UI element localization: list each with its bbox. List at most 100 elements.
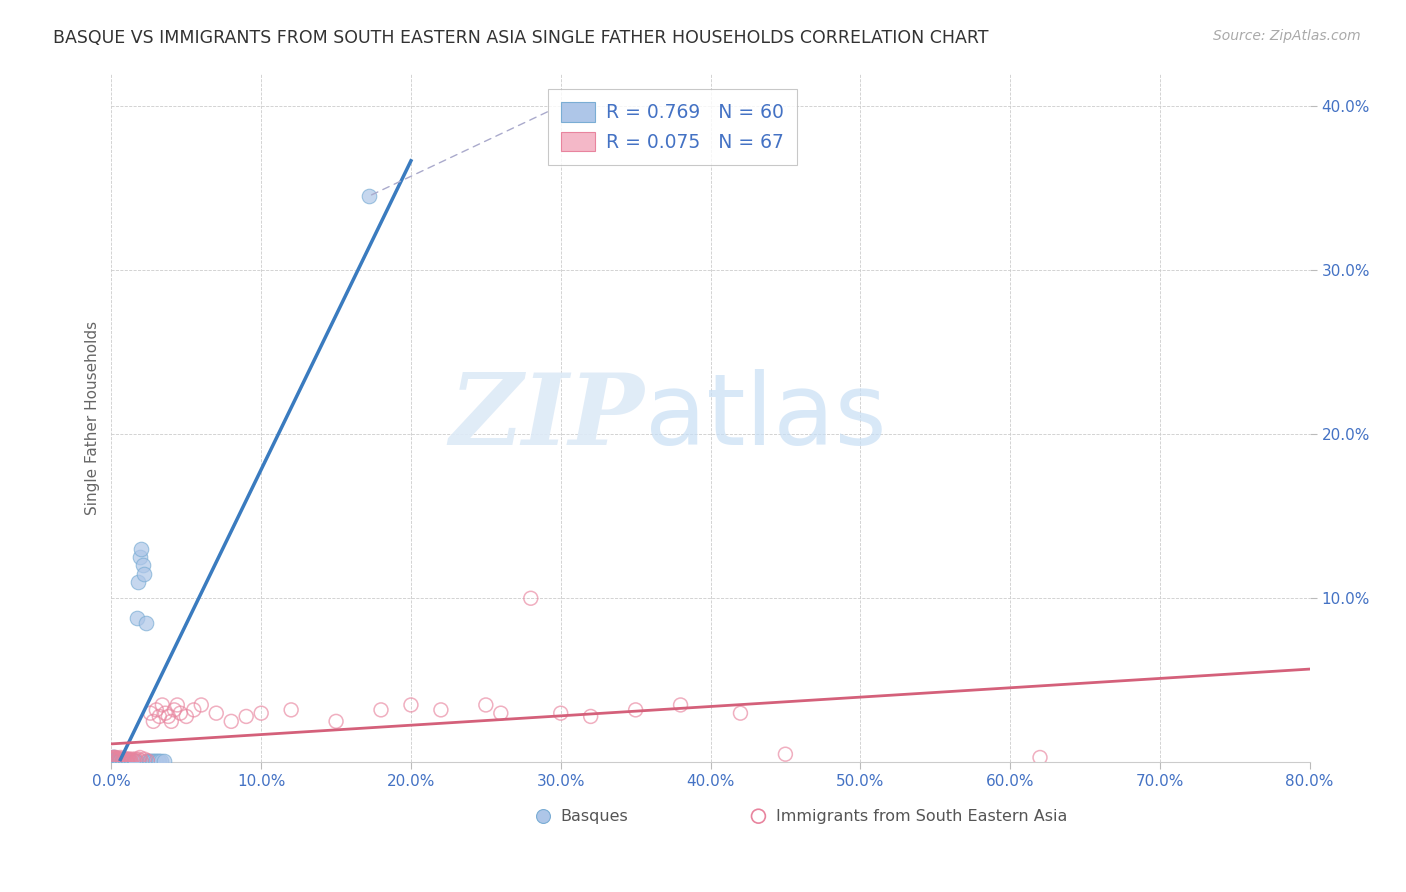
Point: [131, 754, 153, 768]
Point: [122, 754, 145, 768]
Point: [101, 750, 124, 764]
Point: [357, 189, 380, 203]
Point: [128, 550, 150, 565]
Point: [107, 752, 129, 766]
Point: [103, 752, 125, 766]
Point: [1029, 750, 1052, 764]
Point: [127, 752, 149, 766]
Text: Immigrants from South Eastern Asia: Immigrants from South Eastern Asia: [776, 809, 1067, 823]
Point: [148, 709, 170, 723]
Point: [489, 706, 512, 721]
Point: [138, 754, 160, 768]
Point: [107, 754, 129, 768]
Point: [120, 754, 142, 768]
Point: [399, 698, 422, 712]
Point: [153, 754, 176, 768]
Point: [136, 754, 159, 768]
Point: [176, 709, 198, 723]
Point: [146, 754, 169, 768]
Point: [370, 703, 392, 717]
Point: [122, 754, 145, 768]
Point: [118, 754, 141, 768]
Point: [112, 752, 135, 766]
Point: [132, 558, 155, 573]
Point: [125, 611, 148, 625]
Point: [141, 754, 163, 768]
Point: [108, 754, 131, 768]
Point: [114, 754, 136, 768]
Point: [124, 754, 146, 768]
Point: [117, 752, 139, 766]
Point: [908, 883, 931, 892]
Point: [104, 752, 127, 766]
Point: [108, 754, 131, 768]
Point: [111, 754, 134, 768]
Point: [114, 754, 136, 768]
Point: [205, 706, 228, 721]
Point: [117, 754, 139, 768]
Point: [104, 750, 127, 764]
Point: [112, 754, 135, 768]
Point: [145, 703, 167, 717]
Point: [135, 615, 157, 630]
Point: [108, 752, 131, 766]
Point: [124, 754, 146, 768]
Point: [145, 754, 167, 768]
Point: [136, 754, 159, 768]
Point: [775, 747, 797, 762]
Text: Basques: Basques: [561, 809, 628, 823]
Point: [142, 714, 165, 729]
Point: [520, 591, 543, 606]
Point: [115, 752, 138, 766]
Point: [475, 698, 498, 712]
Point: [111, 754, 134, 768]
Point: [160, 714, 183, 729]
Point: [149, 754, 172, 768]
Point: [219, 714, 242, 729]
Point: [550, 706, 572, 721]
Point: [101, 754, 124, 768]
Point: [104, 754, 127, 768]
Point: [107, 754, 129, 768]
Point: [103, 750, 125, 764]
Point: [190, 698, 212, 712]
Point: [108, 754, 131, 768]
Y-axis label: Single Father Households: Single Father Households: [86, 320, 100, 515]
Point: [110, 754, 132, 768]
Point: [148, 754, 170, 768]
Point: [430, 703, 453, 717]
Point: [104, 752, 127, 766]
Point: [103, 750, 125, 764]
Point: [121, 754, 143, 768]
Point: [114, 754, 136, 768]
Point: [104, 754, 127, 768]
Point: [117, 754, 139, 768]
Text: atlas: atlas: [644, 369, 886, 467]
Point: [280, 703, 302, 717]
Point: [131, 541, 153, 556]
Point: [166, 698, 188, 712]
Point: [110, 754, 132, 768]
Point: [101, 750, 124, 764]
Point: [118, 754, 141, 768]
Point: [155, 706, 177, 721]
Point: [103, 754, 125, 768]
Point: [624, 703, 647, 717]
Point: [325, 714, 347, 729]
Text: ZIP: ZIP: [450, 369, 644, 466]
Point: [120, 754, 142, 768]
Point: [111, 754, 134, 768]
Point: [101, 752, 124, 766]
Point: [101, 752, 124, 766]
Point: [118, 752, 141, 766]
Text: Source: ZipAtlas.com: Source: ZipAtlas.com: [1213, 29, 1361, 44]
Point: [115, 754, 138, 768]
Point: [110, 750, 132, 764]
Point: [107, 754, 129, 768]
Point: [108, 752, 131, 766]
Legend: R = 0.769   N = 60, R = 0.075   N = 67: R = 0.769 N = 60, R = 0.075 N = 67: [548, 89, 797, 165]
Point: [115, 754, 138, 768]
Point: [730, 706, 752, 721]
Point: [157, 709, 180, 723]
Point: [108, 754, 131, 768]
